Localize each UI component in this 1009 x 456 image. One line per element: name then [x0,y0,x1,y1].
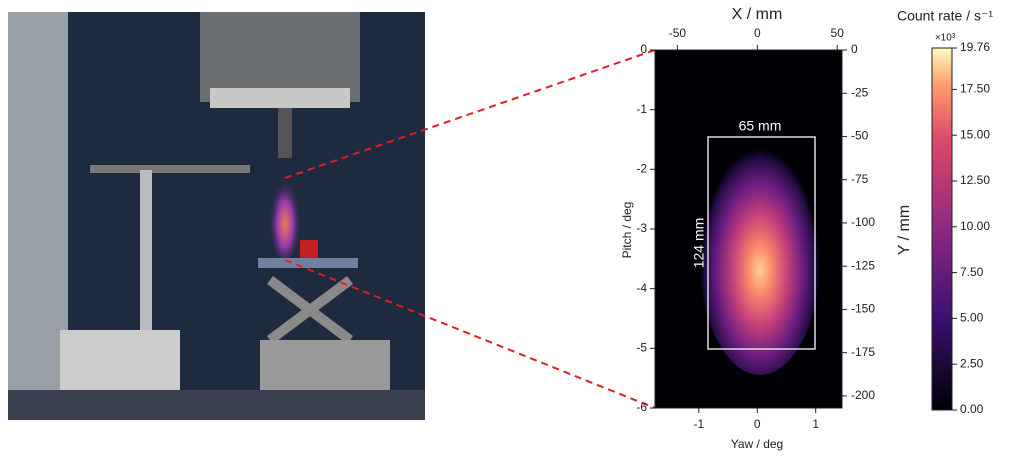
y-tick-label: -6 [636,400,647,414]
y2-tick-label: 0 [851,42,858,56]
colorbar-tick-label: 15.00 [960,127,990,141]
annotation: 65 mm [739,118,782,134]
colorbar-tick-label: 0.00 [960,402,984,416]
y-tick-label: -1 [636,102,647,116]
x2-tick-label: -50 [669,26,687,40]
y2-tick-label: -75 [851,172,869,186]
y-tick-label: 0 [640,42,647,56]
y2-tick-label: -50 [851,129,869,143]
colorbar-tick-label: 17.50 [960,82,990,96]
y-tick-label: -5 [636,341,647,355]
colorbar-multiplier: ×10³ [935,33,956,44]
y2-tick-label: -150 [851,302,875,316]
colorbar [932,48,952,410]
y2-tick-label: -175 [851,345,875,359]
y-axis-label: Pitch / deg [620,202,634,259]
colorbar-tick-label: 12.50 [960,173,990,187]
colorbar-tick-label: 19.76 [960,40,990,54]
x2-tick-label: 50 [831,26,845,40]
x2-tick-label: 0 [754,26,761,40]
y2-tick-label: -100 [851,215,875,229]
colorbar-tick-label: 7.50 [960,265,984,279]
y2-axis-label: Y / mm [896,205,913,255]
y-tick-label: -3 [636,221,647,235]
y2-tick-label: -200 [851,388,875,402]
y2-tick-label: -125 [851,258,875,272]
figure: 65 mm 124 mm Yaw / deg Pitch / deg X / m… [0,0,1009,456]
heatmap [698,125,822,375]
x-tick-label: 1 [812,417,819,431]
y2-tick-label: -25 [851,85,869,99]
y-tick-label: -2 [636,162,647,176]
colorbar-tick-label: 10.00 [960,219,990,233]
annotation: 124 mm [691,218,707,269]
colorbar-title: Count rate / s⁻¹ [897,8,993,24]
x2-axis-label: X / mm [732,6,783,23]
page: 65 mm 124 mm Yaw / deg Pitch / deg X / m… [0,0,1009,456]
x-tick-label: -1 [693,417,704,431]
y-tick-label: -4 [636,281,647,295]
colorbar-tick-label: 5.00 [960,311,984,325]
colorbar-tick-label: 2.50 [960,356,984,370]
photo [8,12,425,420]
x-tick-label: 0 [754,417,761,431]
x-axis-label: Yaw / deg [731,437,783,451]
